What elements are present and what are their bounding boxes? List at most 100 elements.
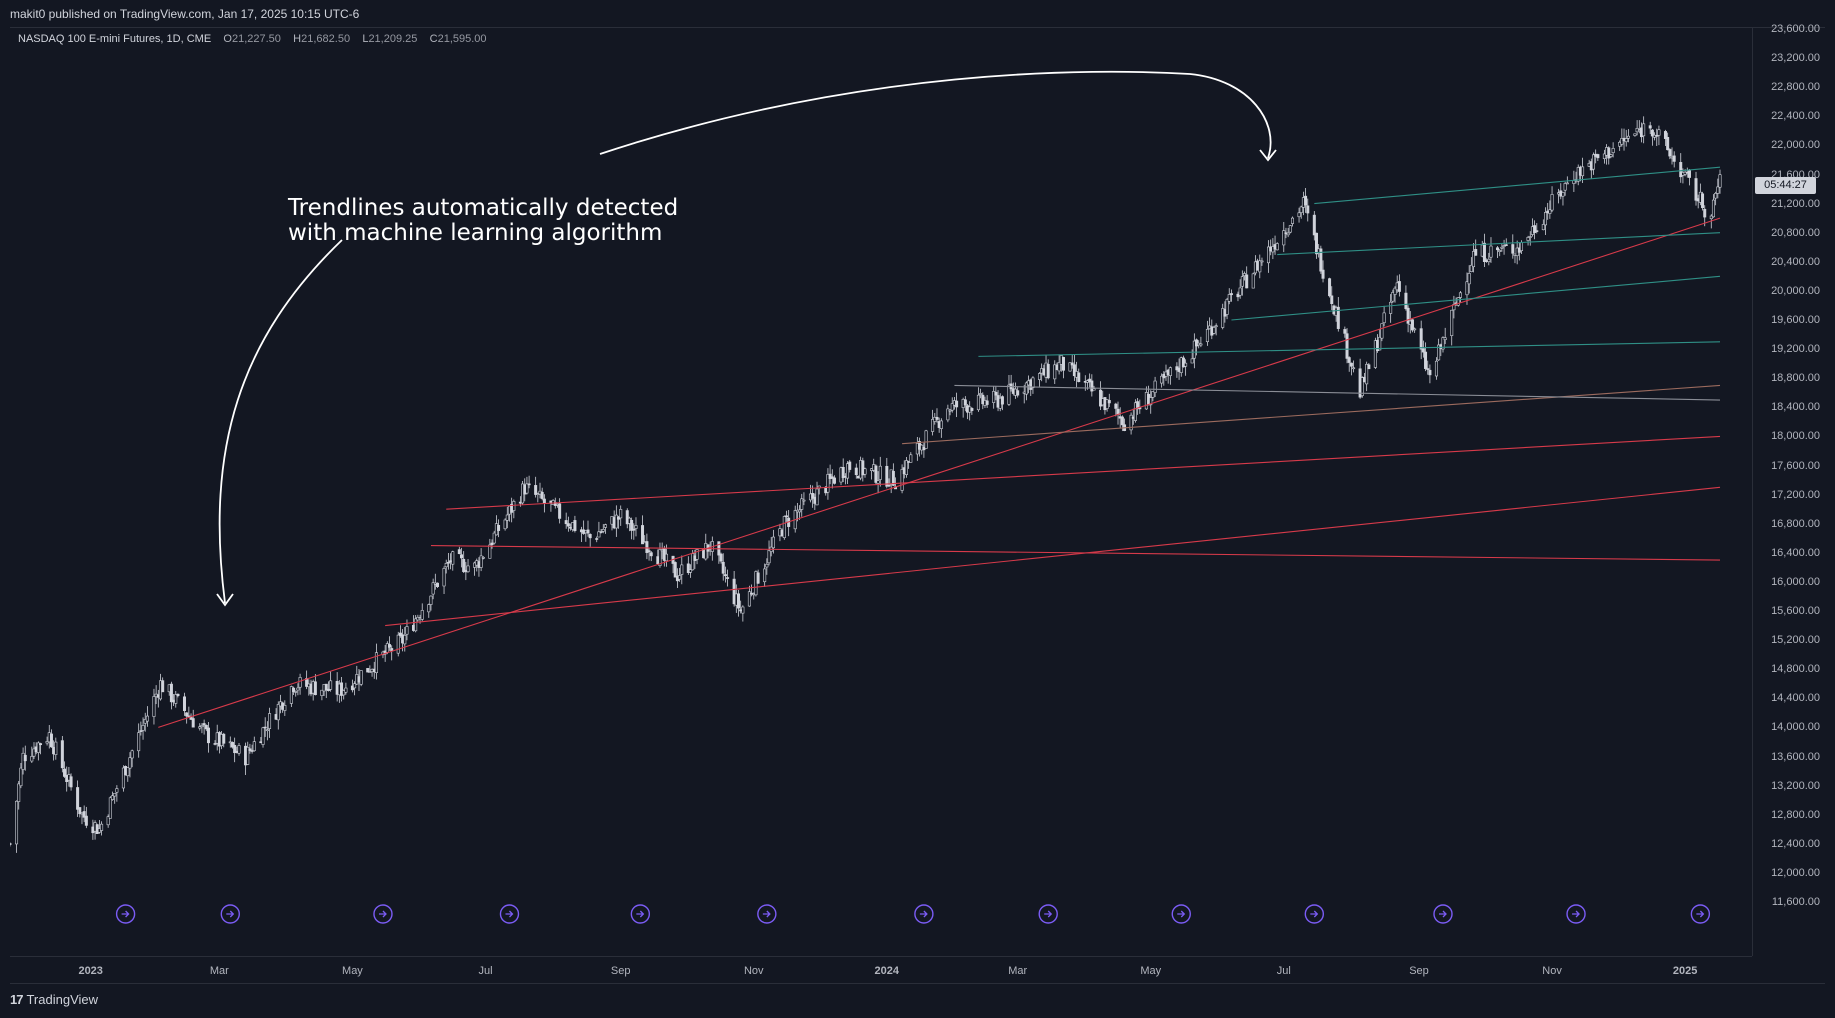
x-tick-label: Mar: [209, 965, 229, 977]
event-marker-arrow-icon: [226, 910, 235, 918]
annotation-arrowhead-right: [1259, 149, 1277, 162]
candle-body: [492, 532, 496, 544]
candle-body: [30, 756, 34, 762]
candle-body: [811, 493, 815, 499]
candle-body: [479, 555, 483, 568]
tradingview-brand[interactable]: 17 TradingView: [10, 992, 98, 1007]
candle-body: [1450, 309, 1454, 336]
candle-body: [374, 652, 378, 673]
candle-body: [1229, 293, 1233, 296]
event-marker-icon: [373, 904, 393, 924]
candle-body: [747, 591, 751, 607]
candle-body: [1328, 278, 1332, 297]
candle-body: [540, 491, 544, 499]
candle-body: [1212, 327, 1216, 334]
candle-body: [948, 409, 952, 412]
candle-body: [49, 733, 53, 748]
candle-body: [848, 461, 852, 470]
candle-body: [1282, 230, 1286, 246]
y-tick-label: 14,800.00: [1771, 663, 1820, 676]
candle-body: [503, 519, 507, 530]
candle-body: [680, 564, 684, 575]
candle-body: [771, 536, 775, 549]
chart-svg[interactable]: [10, 28, 1752, 956]
candle-body: [1352, 367, 1356, 370]
event-marker-arrow-icon: [1439, 910, 1447, 918]
candle-body: [647, 550, 651, 552]
event-marker-icon: [1566, 904, 1586, 924]
candle-body: [1716, 186, 1720, 194]
event-marker-arrow-icon: [121, 910, 130, 918]
candle-body: [368, 671, 372, 673]
candle-body: [885, 465, 889, 487]
candle-body: [342, 690, 346, 696]
event-marker-icon: [914, 904, 934, 924]
candle-body: [534, 485, 538, 495]
candle-body: [1336, 306, 1340, 329]
candle-body: [832, 477, 836, 484]
candle-body: [985, 400, 989, 405]
time-axis[interactable]: 2023 Mar May Jul Sep Nov 2024 Mar May Jul Sep Nov 20…: [10, 956, 1752, 984]
candle-body: [1382, 312, 1386, 324]
candle-body: [566, 523, 570, 527]
candle-body: [1620, 138, 1624, 145]
candle-body: [19, 767, 23, 787]
candle-body: [497, 525, 501, 531]
candle-body: [1474, 249, 1478, 256]
y-tick-label: 16,800.00: [1771, 517, 1820, 530]
candle-body: [658, 549, 662, 566]
event-marker-arrow-icon: [1177, 910, 1186, 918]
trendline-red: [158, 217, 1721, 728]
candle-body: [1544, 212, 1548, 226]
symbol-name: NASDAQ 100 E-mini Futures, 1D, CME: [18, 33, 212, 45]
candle-body: [603, 524, 607, 528]
candle-body: [466, 565, 470, 573]
y-tick-label: 20,400.00: [1771, 255, 1820, 268]
candle-body: [115, 788, 119, 793]
candle-body: [1404, 292, 1408, 309]
candle-body: [1053, 364, 1057, 380]
candle-body: [1607, 147, 1611, 159]
candle-body: [1238, 287, 1242, 296]
candle-body: [451, 551, 455, 565]
candle-body: [1349, 362, 1353, 367]
bar-countdown-label: 05:44:27: [1755, 177, 1816, 194]
candle-body: [252, 741, 256, 752]
candle-body: [726, 577, 730, 579]
candle-body: [276, 704, 280, 721]
candle-body: [695, 549, 699, 560]
event-marker-icon: [220, 904, 240, 924]
candle-body: [1160, 375, 1164, 384]
candle-body: [442, 568, 446, 587]
low-value: 21,209.25: [368, 33, 418, 45]
candle-body: [802, 499, 806, 502]
y-tick-label: 21,200.00: [1771, 197, 1820, 210]
candle-body: [678, 575, 682, 580]
candle-body: [1304, 195, 1308, 206]
candle-body: [137, 732, 141, 752]
candle-body: [283, 705, 287, 711]
candle-body: [54, 741, 58, 755]
candle-body: [1668, 149, 1672, 157]
candle-body: [329, 680, 333, 690]
candle-body: [673, 562, 677, 578]
candle-body: [782, 516, 786, 538]
candle-body: [601, 529, 605, 532]
candle-body: [935, 416, 939, 420]
candle-body: [145, 715, 149, 722]
candle-body: [1365, 363, 1369, 385]
candle-body: [963, 399, 967, 406]
candle-body: [1024, 382, 1028, 395]
candle-body: [1714, 193, 1718, 199]
candle-body: [904, 460, 908, 475]
candle-body: [398, 632, 402, 636]
candle-body: [846, 463, 850, 479]
candle-body: [1312, 214, 1316, 236]
candle-body: [732, 578, 736, 605]
candle-body: [289, 686, 293, 704]
price-axis[interactable]: 23,600.00 23,200.00 22,800.00 22,400.00 22,0…: [1752, 23, 1826, 956]
high-value: 21,682.50: [301, 33, 351, 45]
tradingview-logo-icon: 17: [10, 992, 24, 1007]
plot-area[interactable]: NASDAQ 100 E-mini Futures, 1D, CME O21,2…: [10, 28, 1752, 956]
y-tick-label: 12,000.00: [1771, 866, 1820, 879]
